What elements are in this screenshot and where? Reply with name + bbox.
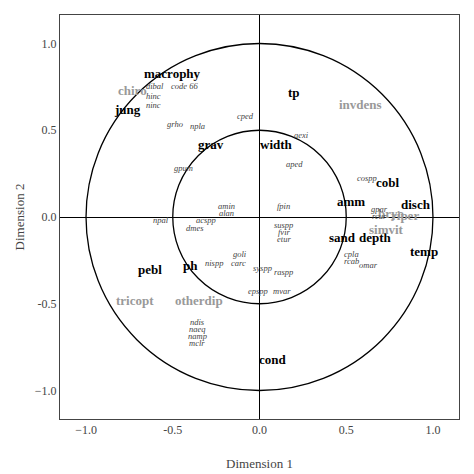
svg-text:1.0: 1.0: [425, 423, 440, 437]
svg-text:tricopt: tricopt: [116, 293, 154, 308]
svg-text:-0.5: -0.5: [163, 423, 182, 437]
svg-text:hinc: hinc: [146, 91, 161, 101]
svg-text:fpin: fpin: [277, 201, 290, 211]
svg-text:depth: depth: [359, 230, 392, 245]
svg-text:jung: jung: [114, 102, 141, 117]
svg-text:cond: cond: [259, 352, 287, 367]
svg-text:ninc: ninc: [146, 100, 161, 110]
svg-text:grav: grav: [198, 137, 224, 152]
svg-text:code 66: code 66: [171, 81, 198, 91]
svg-text:sand: sand: [329, 230, 356, 245]
svg-text:macrophy: macrophy: [144, 66, 201, 81]
svg-text:dibal: dibal: [146, 81, 164, 91]
svg-text:naeq: naeq: [189, 324, 206, 334]
svg-text:mclr: mclr: [189, 338, 205, 348]
svg-text:chiro: chiro: [118, 83, 147, 98]
svg-text:invdens: invdens: [339, 97, 382, 112]
svg-text:1.0: 1.0: [42, 37, 57, 51]
svg-text:0.5: 0.5: [42, 123, 57, 137]
svg-text:simvit: simvit: [369, 222, 404, 237]
svg-text:syspp: syspp: [253, 263, 272, 273]
svg-text:nispp: nispp: [205, 258, 223, 268]
svg-text:cospp: cospp: [357, 173, 377, 183]
svg-text:Dimension 1: Dimension 1: [226, 456, 293, 471]
svg-text:ndis: ndis: [190, 317, 205, 327]
svg-text:cped: cped: [237, 111, 254, 121]
svg-text:disch: disch: [401, 197, 431, 212]
svg-text:rcab: rcab: [344, 256, 359, 266]
svg-text:alan: alan: [219, 208, 234, 218]
svg-text:raspp: raspp: [274, 267, 293, 277]
svg-text:0.5: 0.5: [339, 423, 354, 437]
svg-text:width: width: [260, 137, 293, 152]
svg-text:temp: temp: [410, 244, 438, 259]
svg-text:aexi: aexi: [294, 130, 309, 140]
svg-text:omar: omar: [359, 260, 378, 270]
svg-text:amin: amin: [218, 201, 235, 211]
svg-text:−1.0: −1.0: [75, 423, 97, 437]
svg-text:suspp: suspp: [274, 220, 293, 230]
svg-text:bryo: bryo: [378, 206, 404, 221]
svg-text:epspp: epspp: [248, 286, 268, 296]
svg-text:0.0: 0.0: [42, 210, 57, 224]
svg-text:cobl: cobl: [376, 175, 400, 190]
svg-text:rcur: rcur: [372, 211, 387, 221]
svg-text:−1.0: −1.0: [35, 384, 57, 398]
svg-text:cpla: cpla: [344, 249, 359, 259]
svg-text:gpum: gpum: [174, 163, 193, 173]
svg-text:dmes: dmes: [186, 223, 204, 233]
svg-text:-0.5: -0.5: [38, 297, 57, 311]
svg-text:aped: aped: [286, 159, 303, 169]
svg-text:riper: riper: [391, 208, 419, 223]
svg-text:gpar: gpar: [371, 204, 388, 214]
svg-text:mvar: mvar: [273, 286, 291, 296]
svg-text:npla: npla: [190, 121, 205, 131]
svg-text:carc: carc: [231, 258, 246, 268]
svg-text:etur: etur: [277, 234, 291, 244]
svg-text:npal: npal: [153, 215, 169, 225]
svg-text:pebl: pebl: [138, 262, 162, 277]
svg-text:otherdip: otherdip: [175, 293, 223, 308]
svg-text:tp: tp: [288, 85, 300, 100]
svg-text:Dimension 2: Dimension 2: [12, 184, 27, 251]
svg-text:goli: goli: [233, 249, 247, 259]
svg-text:namp: namp: [188, 331, 207, 341]
svg-text:acspp: acspp: [196, 215, 216, 225]
svg-text:amm: amm: [337, 194, 365, 209]
svg-text:grho: grho: [167, 119, 183, 129]
svg-text:0.0: 0.0: [252, 423, 267, 437]
svg-text:fvir: fvir: [278, 227, 290, 237]
svg-text:ph: ph: [183, 258, 198, 273]
